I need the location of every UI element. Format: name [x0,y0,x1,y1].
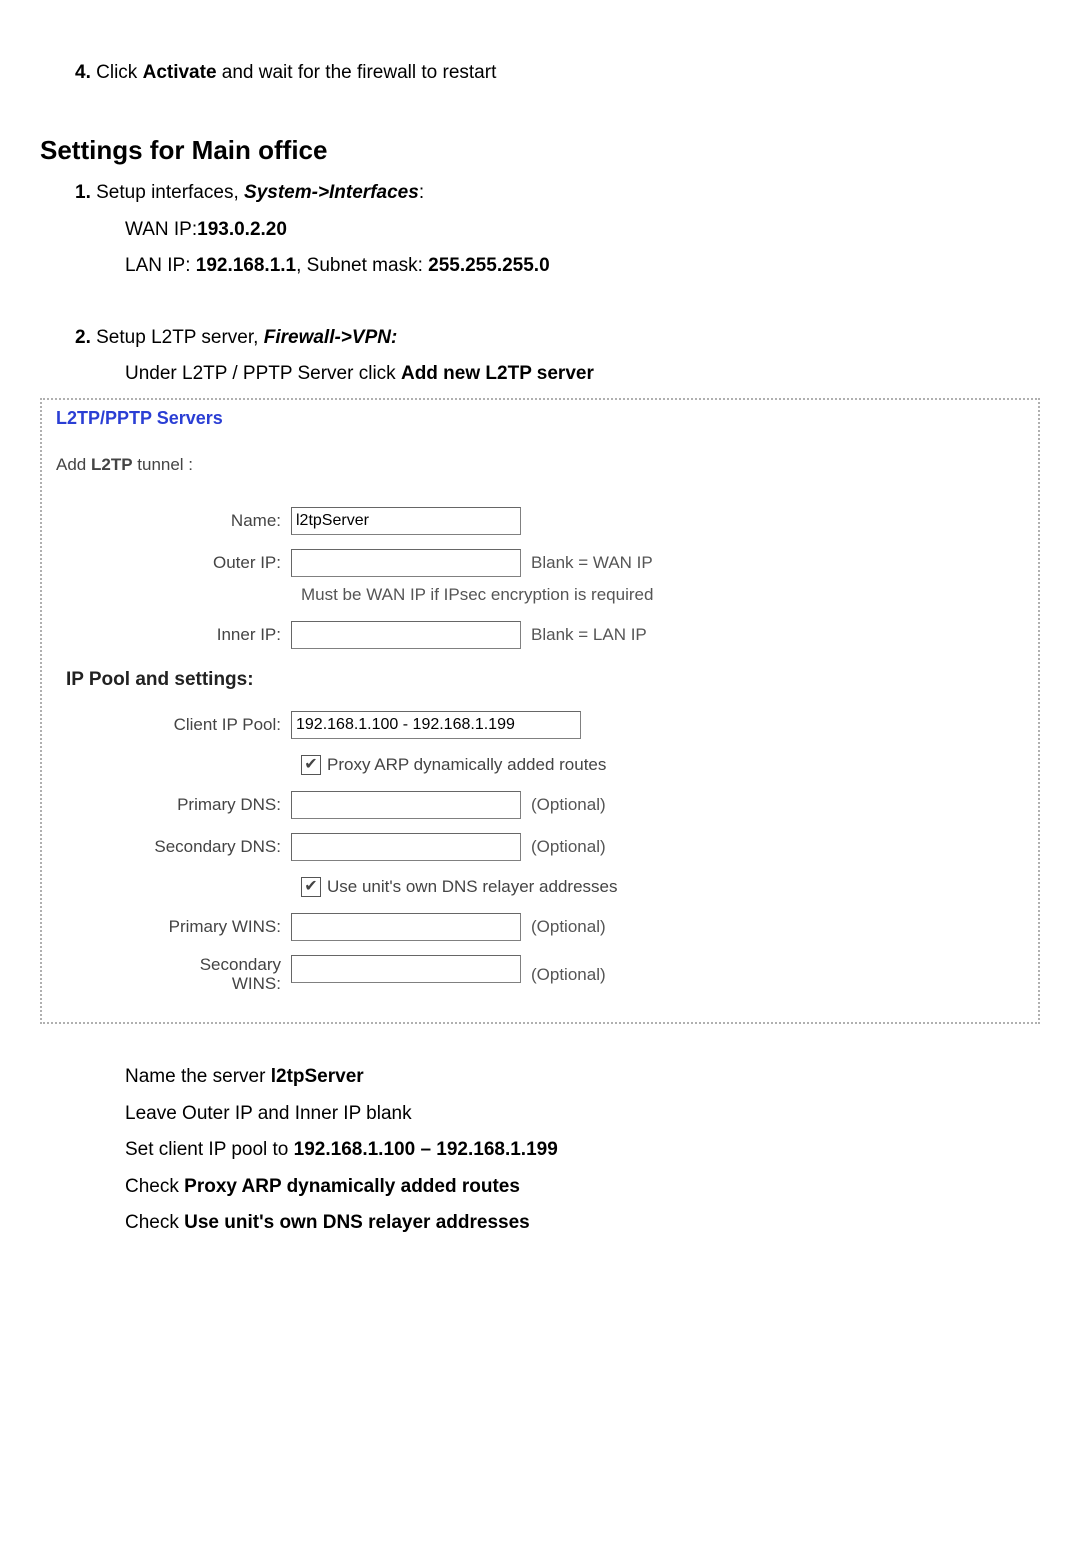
row-secondary-dns: Secondary DNS: (Optional) [56,833,1026,861]
instruction-3: Set client IP pool to 192.168.1.100 – 19… [125,1137,1040,1164]
step-4-line: 4. Click Activate and wait for the firew… [75,60,1040,87]
instr1-bold: l2tpServer [271,1066,364,1087]
outer-ip-input[interactable] [291,549,521,577]
outer-ip-must-text: Must be WAN IP if IPsec encryption is re… [301,583,1026,607]
instruction-2: Leave Outer IP and Inner IP blank [125,1101,1040,1128]
ip-pool-heading: IP Pool and settings: [66,667,1026,694]
outer-ip-label: Outer IP: [56,551,291,575]
proxy-arp-checkbox[interactable]: ✔ [301,755,321,775]
step-1-num: 1. [75,182,91,203]
row-outer-ip: Outer IP: Blank = WAN IP [56,549,1026,577]
instr4-prefix: Check [125,1176,184,1197]
step-4-suffix: and wait for the firewall to restart [217,62,497,83]
step-1-line: 1. Setup interfaces, System->Interfaces: [75,180,1040,207]
outer-ip-hint: Blank = WAN IP [531,551,653,575]
use-own-dns-label: Use unit's own DNS relayer addresses [327,875,617,899]
lan-ip: 192.168.1.1 [196,255,296,276]
wan-label: WAN IP: [125,219,197,240]
primary-wins-hint: (Optional) [531,915,606,939]
instr4-bold: Proxy ARP dynamically added routes [184,1176,520,1197]
step-2-num: 2. [75,327,91,348]
secondary-dns-input[interactable] [291,833,521,861]
step-4-num: 4. [75,62,91,83]
row-secondary-wins: Secondary WINS: (Optional) [56,955,1026,994]
step-1-prefix: Setup interfaces, [91,182,244,203]
row-primary-wins: Primary WINS: (Optional) [56,913,1026,941]
secondary-wins-label-1: Secondary [200,955,281,974]
step-2-line: 2. Setup L2TP server, Firewall->VPN: [75,325,1040,352]
inner-ip-label: Inner IP: [56,623,291,647]
primary-wins-input[interactable] [291,913,521,941]
add-suffix: tunnel : [133,455,194,474]
step-1-wan: WAN IP:193.0.2.20 [125,217,1040,244]
wan-value: 193.0.2.20 [197,219,287,240]
form-title-link[interactable]: L2TP/PPTP Servers [56,406,1026,431]
inner-ip-hint: Blank = LAN IP [531,623,647,647]
name-input[interactable] [291,507,521,535]
client-pool-label: Client IP Pool: [56,713,291,737]
instr3-prefix: Set client IP pool to [125,1139,294,1160]
use-own-dns-checkbox[interactable]: ✔ [301,877,321,897]
row-use-own-dns: ✔ Use unit's own DNS relayer addresses [301,875,1026,899]
proxy-arp-label: Proxy ARP dynamically added routes [327,753,606,777]
secondary-dns-label: Secondary DNS: [56,835,291,859]
step-2-italic: Firewall->VPN: [264,327,398,348]
l2tp-form-box: L2TP/PPTP Servers Add L2TP tunnel : Name… [40,398,1040,1024]
secondary-wins-label: Secondary WINS: [56,955,291,994]
step-4-prefix: Click [91,62,143,83]
primary-dns-hint: (Optional) [531,793,606,817]
row-inner-ip: Inner IP: Blank = LAN IP [56,621,1026,649]
instruction-1: Name the server l2tpServer [125,1064,1040,1091]
add-l2tp-tunnel-label: Add L2TP tunnel : [56,453,1026,477]
client-pool-input[interactable] [291,711,581,739]
instructions-block: Name the server l2tpServer Leave Outer I… [125,1064,1040,1237]
step-1-italic: System->Interfaces [244,182,419,203]
lan-mask: 255.255.255.0 [428,255,550,276]
instr5-prefix: Check [125,1212,184,1233]
secondary-dns-hint: (Optional) [531,835,606,859]
step-1-suffix: : [419,182,424,203]
section-title: Settings for Main office [40,132,1040,168]
lan-mid: , Subnet mask: [296,255,428,276]
secondary-wins-label-2: WINS: [232,974,281,993]
row-primary-dns: Primary DNS: (Optional) [56,791,1026,819]
instruction-5: Check Use unit's own DNS relayer address… [125,1210,1040,1237]
add-bold: L2TP [91,455,133,474]
secondary-wins-input[interactable] [291,955,521,983]
name-label: Name: [56,509,291,533]
secondary-wins-hint: (Optional) [531,963,606,987]
row-client-pool: Client IP Pool: [56,711,1026,739]
primary-wins-label: Primary WINS: [56,915,291,939]
inner-ip-input[interactable] [291,621,521,649]
step-2-sub-bold: Add new L2TP server [401,363,594,384]
lan-label: LAN IP: [125,255,196,276]
step-2-sub: Under L2TP / PPTP Server click Add new L… [125,361,1040,388]
add-prefix: Add [56,455,91,474]
primary-dns-label: Primary DNS: [56,793,291,817]
instr3-bold: 192.168.1.100 – 192.168.1.199 [294,1139,558,1160]
row-proxy-arp: ✔ Proxy ARP dynamically added routes [301,753,1026,777]
step-4-bold: Activate [143,62,217,83]
instruction-4: Check Proxy ARP dynamically added routes [125,1174,1040,1201]
instr1-prefix: Name the server [125,1066,271,1087]
step-2-prefix: Setup L2TP server, [91,327,264,348]
row-name: Name: [56,507,1026,535]
step-2-sub-prefix: Under L2TP / PPTP Server click [125,363,401,384]
primary-dns-input[interactable] [291,791,521,819]
step-1-lan: LAN IP: 192.168.1.1, Subnet mask: 255.25… [125,253,1040,280]
instr5-bold: Use unit's own DNS relayer addresses [184,1212,530,1233]
